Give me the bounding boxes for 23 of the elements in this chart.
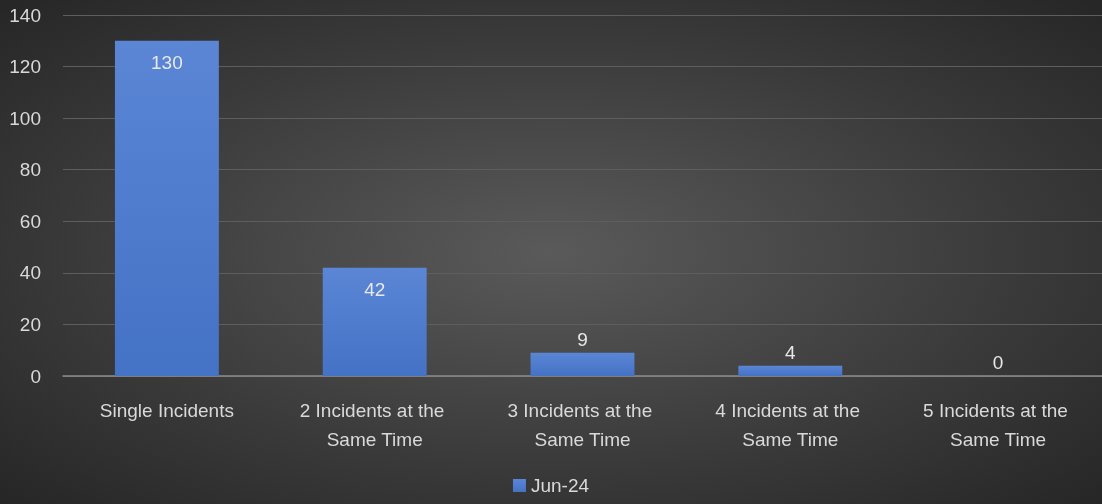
y-tick-label: 60: [19, 210, 41, 232]
y-tick-label: 100: [9, 107, 41, 129]
data-label: 0: [992, 352, 1004, 373]
x-tick-label: 3 Incidents at the Same Time: [507, 400, 658, 450]
bar: [738, 365, 843, 376]
y-tick-label: 0: [30, 365, 41, 387]
y-tick-label: 40: [19, 262, 41, 284]
bar: [322, 267, 427, 376]
data-label: 42: [364, 278, 386, 300]
y-tick-label: 80: [19, 159, 41, 181]
bar: [114, 40, 219, 376]
bar: [530, 352, 635, 376]
data-label: 4: [785, 341, 797, 363]
y-tick-label: 140: [9, 4, 41, 26]
x-tick-label: Single Incidents: [99, 400, 234, 421]
legend-label: Jun-24: [530, 475, 590, 496]
data-label: 9: [577, 328, 588, 350]
x-tick-label: 5 Incidents at the Same Time: [923, 400, 1074, 450]
x-tick-label: 2 Incidents at the Same Time: [299, 400, 450, 450]
y-tick-label: 20: [19, 313, 41, 335]
y-tick-label: 120: [9, 56, 41, 78]
x-tick-label: 4 Incidents at the Same Time: [715, 400, 866, 450]
data-label: 130: [151, 51, 183, 73]
